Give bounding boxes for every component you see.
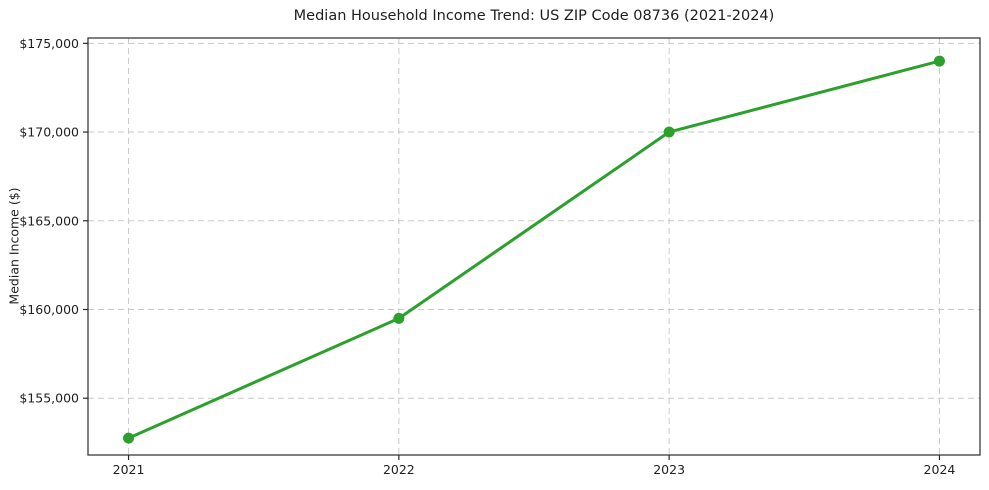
plot-frame — [87, 37, 981, 456]
y-tick-label: $165,000 — [19, 213, 79, 228]
data-point-2022 — [393, 312, 405, 324]
data-point-2023 — [663, 126, 675, 138]
y-tick-label: $170,000 — [19, 125, 79, 140]
x-tick-label: 2023 — [653, 462, 685, 477]
data-point-2021 — [123, 432, 135, 444]
trend-line — [127, 59, 941, 440]
x-tick-label: 2021 — [113, 462, 145, 477]
y-tick-label: $160,000 — [19, 302, 79, 317]
y-tick-label: $175,000 — [19, 36, 79, 51]
x-tick-label: 2022 — [383, 462, 415, 477]
x-tick-label: 2024 — [924, 462, 956, 477]
y-tick-label: $155,000 — [19, 391, 79, 406]
data-point-2024 — [933, 55, 945, 67]
chart-title: Median Household Income Trend: US ZIP Co… — [293, 8, 775, 24]
